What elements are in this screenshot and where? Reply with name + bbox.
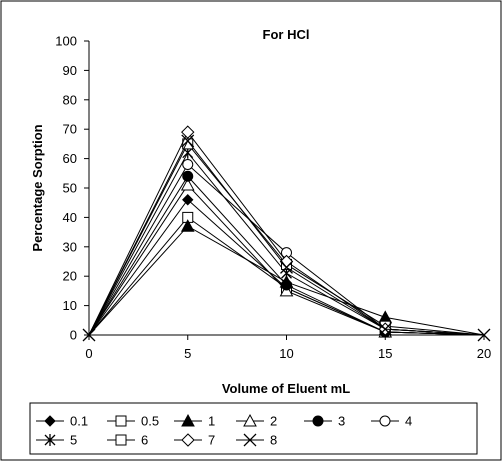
y-tick-label: 60: [63, 151, 77, 166]
data-point-series-3: [281, 279, 292, 291]
y-tick-label: 50: [63, 181, 77, 196]
legend-marker: [312, 415, 324, 427]
legend-marker: [181, 433, 195, 447]
data-point-series-6: [182, 138, 194, 150]
legend-label: 6: [141, 433, 148, 448]
y-tick-label: 100: [55, 34, 77, 49]
data-point-end: [477, 328, 491, 342]
legend-box: [29, 402, 478, 455]
legend-marker: [379, 415, 391, 427]
y-tick-label: 40: [63, 210, 77, 225]
y-tick-label: 90: [63, 63, 77, 78]
legend-marker: [44, 434, 56, 446]
data-point-series-1: [180, 219, 195, 232]
legend-marker: [243, 433, 257, 447]
legend-label: 5: [70, 433, 77, 448]
y-tick-label: 10: [63, 298, 77, 313]
data-point-series-0.1: [182, 194, 194, 206]
x-tick-label: 5: [184, 346, 191, 361]
legend-label: 7: [208, 433, 215, 448]
x-tick-label: 0: [85, 346, 92, 361]
legend-label: 1: [208, 414, 215, 429]
data-point-series-3: [182, 170, 194, 182]
legend-label: 4: [405, 414, 412, 429]
x-tick-label: 20: [477, 346, 491, 361]
data-point-series-8: [280, 260, 293, 274]
data-point-origin: [82, 328, 96, 342]
y-tick-label: 20: [63, 269, 77, 284]
legend-marker: [181, 413, 195, 427]
y-tick-label: 0: [70, 328, 77, 343]
data-point-series-8: [378, 322, 392, 336]
legend-label: 2: [270, 414, 277, 429]
legend-marker: [115, 415, 127, 427]
legend-label: 0.1: [70, 414, 88, 429]
series-group: [82, 125, 491, 342]
plot-area: 0 10 20 30 40 50 60 70 80 90 100 0 5 10 15 20 For HCl Vol…: [30, 27, 491, 396]
chart-title: For HCl: [263, 27, 310, 42]
x-axis-title: Volume of Eluent mL: [222, 381, 350, 396]
legend: 0.1 0.5 1 2 3 4 5 6 7 8: [29, 402, 478, 455]
data-point-series-8: [181, 134, 195, 148]
data-point-series-7: [181, 125, 195, 139]
y-tick-label: 30: [63, 239, 77, 254]
legend-marker: [243, 413, 257, 427]
data-point-series-4: [182, 158, 194, 170]
legend-marker: [44, 415, 56, 427]
x-tick-label: 10: [279, 346, 293, 361]
y-tick-label: 70: [63, 122, 77, 137]
data-point-series-2: [180, 178, 195, 191]
y-axis-title: Percentage Sorption: [30, 124, 45, 251]
y-tick-label: 80: [63, 92, 77, 107]
legend-marker: [115, 434, 127, 446]
legend-label: 3: [338, 414, 345, 429]
legend-label: 0.5: [141, 414, 159, 429]
x-tick-label: 15: [378, 346, 392, 361]
legend-label: 8: [270, 433, 277, 448]
